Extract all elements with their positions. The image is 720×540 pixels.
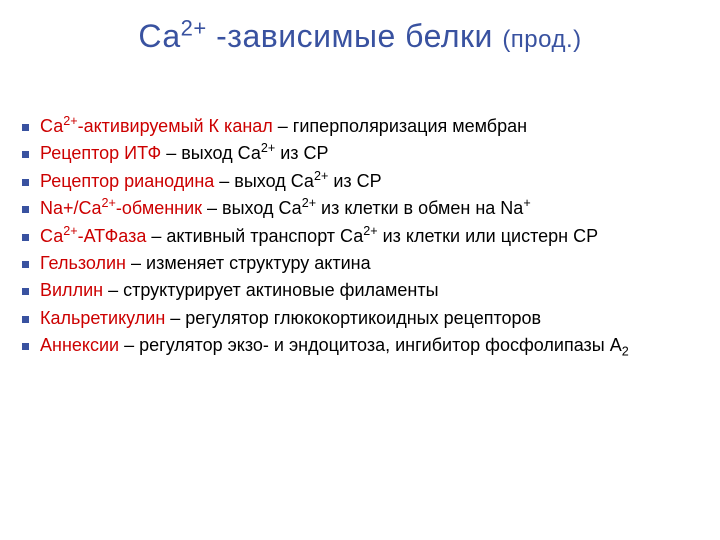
description: – выход Са2+ из клетки в обмен на Na+: [202, 198, 531, 218]
description: – регулятор глюкокортикоидных рецепторов: [165, 308, 541, 328]
list-item: Рецептор ИТФ – выход Са2+ из СР: [22, 142, 708, 165]
term: Виллин: [40, 280, 103, 300]
description: – выход Са2+ из СР: [161, 143, 328, 163]
list-item: Гельзолин – изменяет структуру актина: [22, 252, 708, 275]
description: – активный транспорт Са2+ из клетки или …: [146, 226, 598, 246]
term: Аннексии: [40, 335, 119, 355]
list-item: Кальретикулин – регулятор глюкокортикоид…: [22, 307, 708, 330]
list-item: Са2+-активируемый К канал – гиперполяриз…: [22, 115, 708, 138]
term: Na+/Ca2+-обменник: [40, 198, 202, 218]
description: – изменяет структуру актина: [126, 253, 371, 273]
title-tail: (прод.): [502, 26, 581, 53]
list-item: Аннексии – регулятор экзо- и эндоцитоза,…: [22, 334, 708, 357]
slide-title: Са2+ -зависимые белки (прод.): [0, 18, 720, 55]
term: Гельзолин: [40, 253, 126, 273]
list-item: Рецептор рианодина – выход Са2+ из СР: [22, 170, 708, 193]
term: Са2+-АТФаза: [40, 226, 146, 246]
term: Са2+-активируемый К канал: [40, 116, 273, 136]
item-list: Са2+-активируемый К канал – гиперполяриз…: [0, 115, 720, 358]
description: – выход Са2+ из СР: [214, 171, 381, 191]
title-main: -зависимые белки: [207, 18, 503, 54]
title-prefix: Са: [138, 18, 180, 54]
term: Рецептор рианодина: [40, 171, 214, 191]
description: – структурирует актиновые филаменты: [103, 280, 438, 300]
list-item: Na+/Ca2+-обменник – выход Са2+ из клетки…: [22, 197, 708, 220]
term: Рецептор ИТФ: [40, 143, 161, 163]
description: – регулятор экзо- и эндоцитоза, ингибито…: [119, 335, 629, 355]
list-item: Са2+-АТФаза – активный транспорт Са2+ из…: [22, 225, 708, 248]
list-item: Виллин – структурирует актиновые филамен…: [22, 279, 708, 302]
title-sup: 2+: [181, 15, 207, 40]
description: – гиперполяризация мембран: [273, 116, 527, 136]
term: Кальретикулин: [40, 308, 165, 328]
